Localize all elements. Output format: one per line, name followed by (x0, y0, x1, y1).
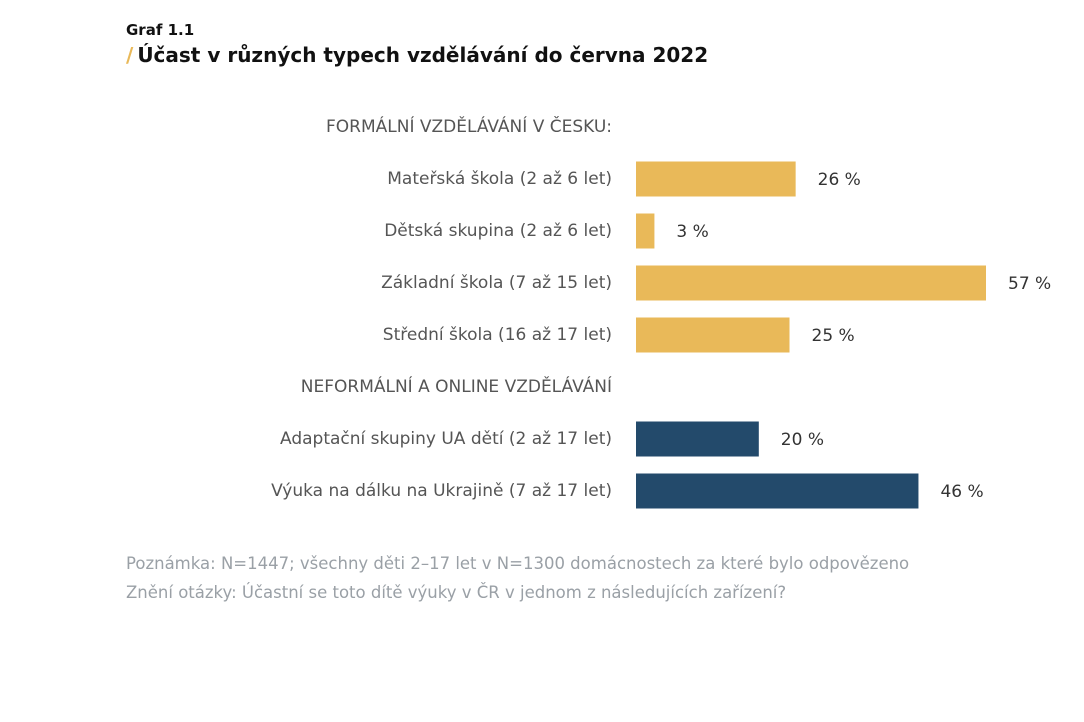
category-label: Střední škola (16 až 17 let) (383, 325, 612, 345)
category-label: Výuka na dálku na Ukrajině (7 až 17 let) (271, 481, 612, 501)
category-label: Mateřská škola (2 až 6 let) (387, 169, 612, 189)
data-label: 26 % (818, 170, 861, 190)
bar (636, 161, 796, 197)
chart-title-text: Účast v různých typech vzdělávání do čer… (137, 43, 709, 67)
bar (636, 213, 655, 249)
bar (636, 265, 986, 301)
bar (636, 421, 759, 457)
note-question: Znění otázky: Účastní se toto dítě výuky… (126, 583, 787, 602)
data-label: 3 % (676, 222, 708, 242)
bar (636, 317, 790, 353)
chart-number: Graf 1.1 (126, 21, 195, 39)
note-sample: Poznámka: N=1447; všechny děti 2–17 let … (126, 554, 910, 573)
category-label: Základní škola (7 až 15 let) (381, 273, 612, 293)
data-label: 25 % (812, 326, 855, 346)
group-heading: NEFORMÁLNÍ A ONLINE VZDĚLÁVÁNÍ (301, 375, 612, 397)
category-label: Dětská skupina (2 až 6 let) (384, 221, 612, 241)
bar-chart: FORMÁLNÍ VZDĚLÁVÁNÍ V ČESKU: Mateřská ško… (271, 115, 1051, 509)
group-heading: FORMÁLNÍ VZDĚLÁVÁNÍ V ČESKU: (326, 115, 612, 137)
data-label: 20 % (781, 430, 824, 450)
title-slash: / (126, 43, 134, 67)
data-label: 46 % (940, 482, 983, 502)
bar (636, 473, 919, 509)
chart-title: / Účast v různých typech vzdělávání do če… (126, 43, 708, 67)
category-label: Adaptační skupiny UA dětí (2 až 17 let) (280, 429, 612, 449)
data-label: 57 % (1008, 274, 1051, 294)
